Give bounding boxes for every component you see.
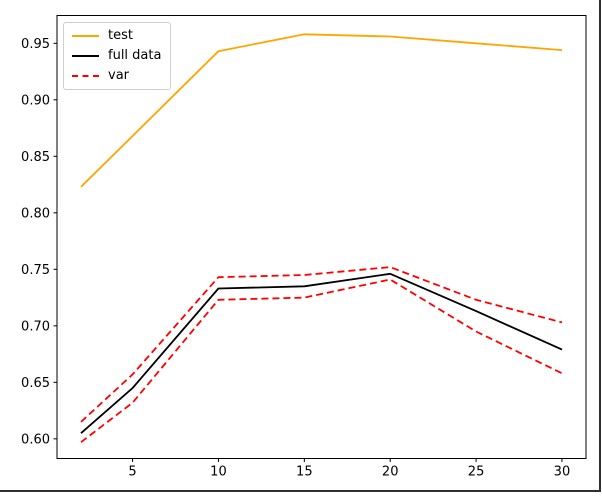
legend-line-sample-var xyxy=(72,75,99,77)
legend-label-var: var xyxy=(108,68,130,83)
x-tick-label: 10 xyxy=(210,465,227,480)
y-tick-label: 0.90 xyxy=(21,93,50,108)
legend-label-full-data: full data xyxy=(108,48,162,63)
legend-label-test: test xyxy=(108,28,133,43)
x-tick-label: 25 xyxy=(468,465,485,480)
legend-item-full-data: full data xyxy=(72,48,161,64)
legend-item-test: test xyxy=(72,28,161,44)
series-line-test xyxy=(80,33,563,188)
x-tick-label: 15 xyxy=(296,465,313,480)
legend-item-var: var xyxy=(72,68,161,84)
y-tick-label: 0.80 xyxy=(21,206,50,221)
window-border-bottom xyxy=(0,490,601,492)
y-tick-label: 0.70 xyxy=(21,319,50,334)
window-border-right xyxy=(599,0,601,492)
legend: test full data var xyxy=(63,22,172,90)
series-line-full-data xyxy=(80,272,563,434)
y-tick-label: 0.60 xyxy=(21,432,50,447)
x-tick-label: 5 xyxy=(128,465,136,480)
x-tick-label: 30 xyxy=(554,465,571,480)
plot-frame xyxy=(56,15,587,459)
y-tick-label: 0.65 xyxy=(21,376,50,391)
legend-line-sample-test xyxy=(72,35,99,37)
y-tick-label: 0.75 xyxy=(21,263,50,278)
y-tick-label: 0.95 xyxy=(21,37,50,52)
series-line-var-upper-band xyxy=(80,266,563,423)
y-tick-label: 0.85 xyxy=(21,150,50,165)
x-tick-label: 20 xyxy=(382,465,399,480)
legend-line-sample-full-data xyxy=(72,55,99,57)
series-line-var-lower-band xyxy=(80,278,563,443)
